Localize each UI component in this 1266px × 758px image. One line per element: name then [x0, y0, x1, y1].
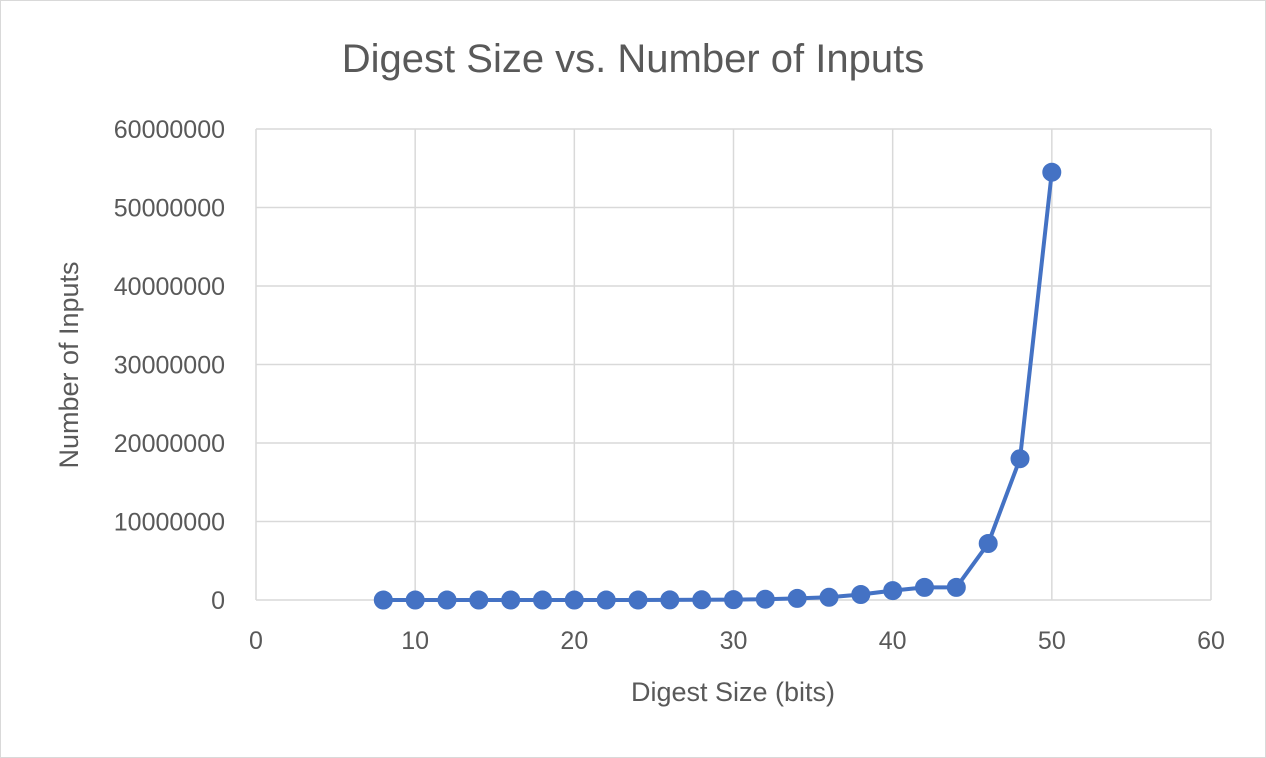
data-point — [629, 591, 647, 609]
y-tick-label: 20000000 — [114, 430, 225, 458]
data-point — [502, 591, 520, 609]
y-tick-label: 50000000 — [114, 195, 225, 223]
y-tick-label: 60000000 — [114, 116, 225, 144]
data-point — [470, 591, 488, 609]
x-tick-label: 0 — [249, 627, 263, 655]
x-tick-label: 10 — [401, 627, 429, 655]
data-point — [820, 588, 838, 606]
y-tick-label: 10000000 — [114, 509, 225, 537]
data-point — [661, 591, 679, 609]
x-tick-label: 30 — [720, 627, 748, 655]
data-point — [725, 591, 743, 609]
data-point — [979, 535, 997, 553]
data-point — [947, 578, 965, 596]
y-axis-title: Number of Inputs — [54, 261, 84, 468]
data-point — [693, 591, 711, 609]
series-line — [383, 172, 1052, 600]
y-tick-label: 0 — [211, 587, 225, 615]
data-point — [597, 591, 615, 609]
data-point — [374, 591, 392, 609]
data-point — [884, 582, 902, 600]
data-point — [438, 591, 456, 609]
data-point — [756, 590, 774, 608]
data-point — [534, 591, 552, 609]
data-point — [1011, 450, 1029, 468]
data-point — [406, 591, 424, 609]
data-point — [916, 578, 934, 596]
y-tick-labels: 0 10000000 20000000 30000000 40000000 5000000… — [114, 116, 225, 615]
chart-title: Digest Size vs. Number of Inputs — [342, 37, 924, 81]
grid — [256, 129, 1211, 600]
data-point — [565, 591, 583, 609]
x-tick-labels: 0 10 20 30 40 50 60 — [249, 627, 1225, 655]
x-tick-label: 50 — [1038, 627, 1066, 655]
x-tick-label: 60 — [1197, 627, 1225, 655]
series-layer — [374, 163, 1061, 609]
data-point — [788, 589, 806, 607]
data-point — [1043, 163, 1061, 181]
x-tick-label: 20 — [560, 627, 588, 655]
x-axis-title: Digest Size (bits) — [631, 677, 835, 707]
data-point — [852, 586, 870, 604]
y-tick-label: 30000000 — [114, 352, 225, 380]
x-tick-label: 40 — [879, 627, 907, 655]
y-tick-label: 40000000 — [114, 273, 225, 301]
